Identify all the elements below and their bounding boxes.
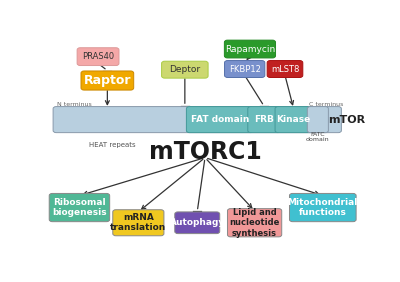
FancyBboxPatch shape [267, 61, 303, 78]
Text: HEAT repeats: HEAT repeats [89, 142, 135, 148]
Text: Raptor: Raptor [84, 74, 131, 87]
Text: Kinase: Kinase [276, 115, 311, 124]
FancyBboxPatch shape [113, 210, 164, 236]
FancyBboxPatch shape [307, 107, 328, 133]
Text: FATC
domain: FATC domain [306, 131, 330, 142]
FancyBboxPatch shape [290, 193, 356, 222]
Text: Lipid and
nucleotide
synthesis: Lipid and nucleotide synthesis [230, 208, 280, 238]
Text: mTOR: mTOR [328, 114, 366, 125]
Text: Deptor: Deptor [169, 65, 200, 74]
Text: FAT domain: FAT domain [190, 115, 249, 124]
FancyBboxPatch shape [162, 61, 208, 78]
Text: PRAS40: PRAS40 [82, 52, 114, 61]
FancyBboxPatch shape [186, 107, 253, 133]
FancyBboxPatch shape [77, 48, 119, 65]
Text: FRB: FRB [254, 115, 274, 124]
Text: Rapamycin: Rapamycin [225, 45, 275, 54]
Text: N terminus: N terminus [57, 102, 92, 107]
FancyBboxPatch shape [228, 209, 282, 237]
FancyBboxPatch shape [224, 40, 276, 58]
FancyBboxPatch shape [53, 107, 342, 133]
Text: mTORC1: mTORC1 [149, 140, 261, 164]
FancyBboxPatch shape [49, 193, 110, 222]
FancyBboxPatch shape [248, 107, 280, 133]
Text: Ribosomal
biogenesis: Ribosomal biogenesis [52, 198, 107, 217]
FancyBboxPatch shape [81, 71, 134, 90]
Text: C terminus: C terminus [309, 102, 343, 107]
Text: mLST8: mLST8 [271, 65, 299, 74]
FancyBboxPatch shape [275, 107, 312, 133]
FancyBboxPatch shape [175, 212, 220, 233]
Text: Mitochondrial
functions: Mitochondrial functions [288, 198, 358, 217]
Text: Autophagy: Autophagy [170, 218, 225, 227]
Text: mRNA
translation: mRNA translation [110, 213, 166, 232]
FancyBboxPatch shape [224, 61, 265, 78]
Text: FKBP12: FKBP12 [229, 65, 261, 74]
